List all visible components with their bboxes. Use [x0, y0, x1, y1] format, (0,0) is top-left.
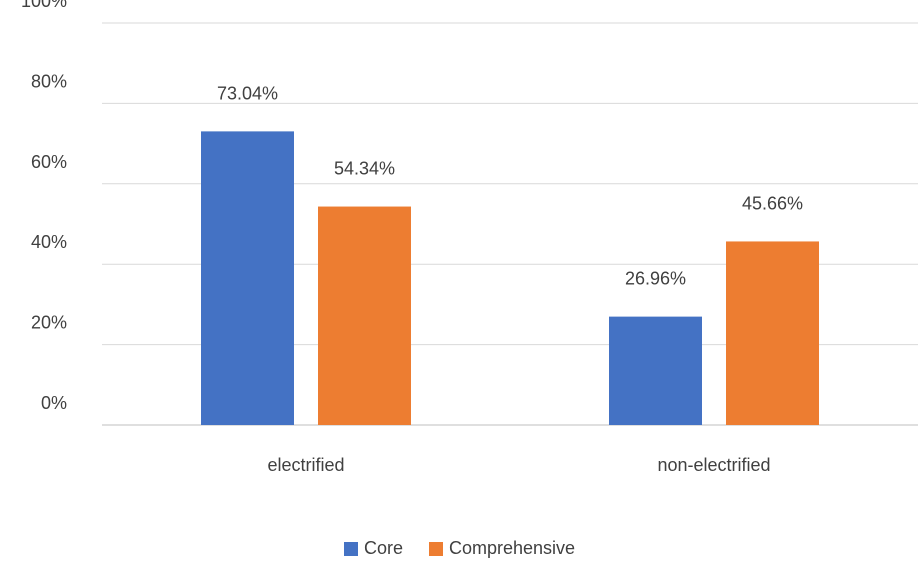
category-labels: electrified non-electrified	[267, 455, 770, 475]
bar-comprehensive-electrified	[318, 206, 411, 425]
y-tick-label: 0%	[41, 393, 67, 413]
y-tick-label: 20%	[31, 313, 67, 333]
data-label: 54.34%	[334, 159, 395, 179]
bar-core-electrified	[201, 131, 294, 425]
y-tick-label: 60%	[31, 152, 67, 172]
legend-item-comprehensive: Comprehensive	[428, 538, 576, 559]
y-tick-label: 40%	[31, 232, 67, 252]
legend-label-comprehensive: Comprehensive	[448, 538, 576, 558]
legend-label-core: Core	[363, 538, 403, 558]
y-tick-label: 80%	[31, 71, 67, 91]
category-label: non-electrified	[657, 455, 770, 475]
y-tick-label: 100%	[21, 0, 67, 11]
data-label: 45.66%	[742, 193, 803, 213]
legend-swatch-core	[343, 541, 358, 556]
bar-comprehensive-non-electrified	[726, 241, 819, 425]
data-label: 73.04%	[217, 83, 278, 103]
legend: Core Comprehensive	[0, 538, 919, 559]
legend-swatch-comprehensive	[428, 541, 443, 556]
data-label: 26.96%	[625, 269, 686, 289]
legend-item-core: Core	[343, 538, 403, 559]
data-labels: 73.04% 54.34% 26.96% 45.66%	[217, 83, 803, 288]
bar-core-non-electrified	[609, 316, 702, 425]
bars	[201, 131, 819, 425]
y-axis-ticks: 0% 20% 40% 60% 80% 100%	[21, 0, 67, 413]
category-label: electrified	[267, 455, 344, 475]
